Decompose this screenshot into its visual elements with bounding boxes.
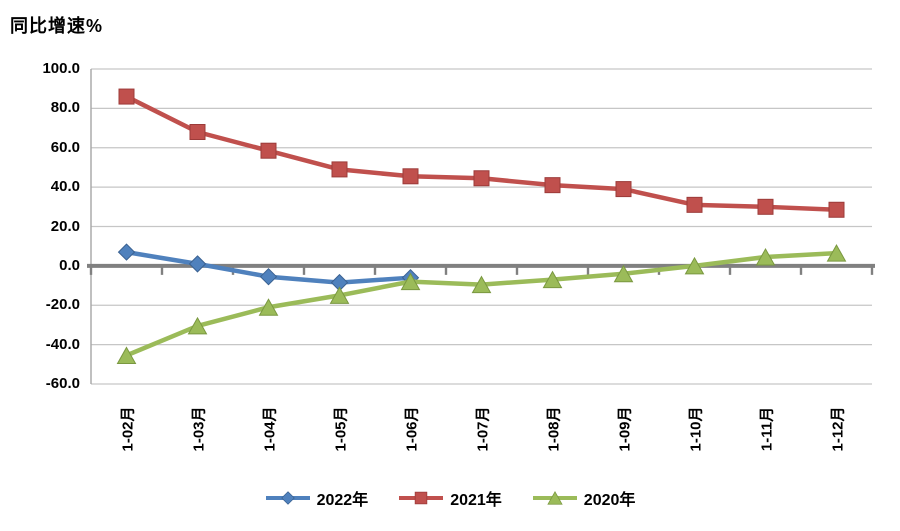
y-tick-label: 0.0	[59, 256, 80, 274]
chart-title: 同比增速%	[10, 16, 104, 36]
y-tick-label: 100.0	[42, 60, 80, 77]
y-tick-label: -60.0	[45, 375, 80, 392]
x-tick-label: 1-04月	[261, 406, 278, 452]
legend-swatch-triangle-icon	[532, 490, 577, 505]
marker-square	[189, 124, 206, 140]
x-tick-label: 1-06月	[403, 406, 420, 452]
y-tick-label: 80.0	[50, 99, 80, 117]
legend-label: 2022年	[316, 492, 369, 509]
x-tick-label: 1-08月	[545, 406, 562, 452]
marker-triangle	[547, 490, 563, 505]
legend-item-2022年: 2022年	[265, 486, 369, 510]
y-tick-label: 60.0	[50, 138, 80, 156]
marker-square	[828, 201, 845, 218]
x-tick-label: 1-09月	[616, 406, 633, 452]
x-tick-label: 1-11月	[758, 406, 775, 452]
legend-item-2020年: 2020年	[532, 486, 636, 510]
x-tick-label: 1-03月	[190, 406, 207, 452]
x-tick-label: 1-02月	[119, 406, 136, 452]
marker-triangle	[116, 346, 137, 364]
marker-square	[615, 181, 632, 198]
y-tick-label: 20.0	[50, 217, 80, 235]
marker-triangle	[613, 264, 634, 283]
x-tick-label: 1-12月	[829, 406, 846, 452]
marker-diamond	[259, 267, 278, 286]
marker-triangle	[826, 244, 847, 262]
marker-square	[473, 170, 490, 187]
marker-diamond	[280, 491, 295, 505]
x-tick-label: 1-10月	[687, 406, 704, 452]
marker-triangle	[755, 247, 776, 266]
marker-diamond	[117, 243, 136, 261]
marker-triangle	[684, 256, 705, 275]
marker-square	[331, 161, 348, 178]
marker-square	[118, 88, 135, 105]
legend-item-2021年: 2021年	[398, 486, 502, 510]
legend-swatch-diamond-icon	[265, 491, 310, 505]
marker-square	[757, 198, 774, 215]
marker-triangle	[471, 275, 492, 294]
series-line-2021年	[124, 94, 839, 213]
legend-label: 2021年	[450, 492, 502, 509]
y-tick-label: -20.0	[45, 296, 80, 314]
x-tick-label: 1-07月	[474, 406, 491, 452]
marker-square	[414, 491, 428, 505]
marker-diamond	[188, 255, 207, 273]
legend-label: 2020年	[583, 492, 636, 509]
marker-square	[260, 142, 277, 159]
marker-triangle	[542, 270, 563, 289]
marker-triangle	[258, 298, 279, 316]
x-tick-label: 1-05月	[332, 406, 349, 452]
marker-square	[544, 177, 561, 194]
marker-triangle	[329, 286, 350, 304]
y-tick-label: 40.0	[50, 178, 80, 196]
marker-square	[686, 196, 703, 213]
marker-square	[402, 168, 419, 185]
marker-triangle	[400, 272, 421, 291]
marker-triangle	[187, 316, 208, 335]
legend: 2022年 2021年 2020年	[0, 482, 900, 514]
y-tick-label: -40.0	[45, 335, 80, 353]
legend-swatch-square-icon	[399, 491, 444, 505]
